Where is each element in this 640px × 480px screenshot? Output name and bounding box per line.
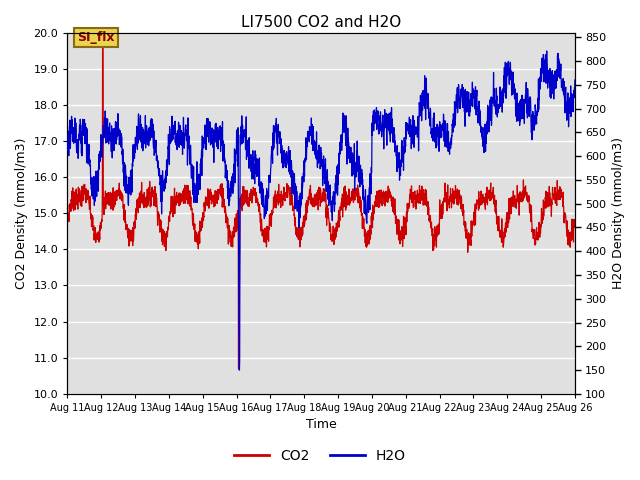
Text: SI_flx: SI_flx <box>77 31 115 44</box>
X-axis label: Time: Time <box>306 419 337 432</box>
Y-axis label: CO2 Density (mmol/m3): CO2 Density (mmol/m3) <box>15 137 28 289</box>
Legend: CO2, H2O: CO2, H2O <box>228 443 412 468</box>
Y-axis label: H2O Density (mmol/m3): H2O Density (mmol/m3) <box>612 137 625 289</box>
Title: LI7500 CO2 and H2O: LI7500 CO2 and H2O <box>241 15 401 30</box>
